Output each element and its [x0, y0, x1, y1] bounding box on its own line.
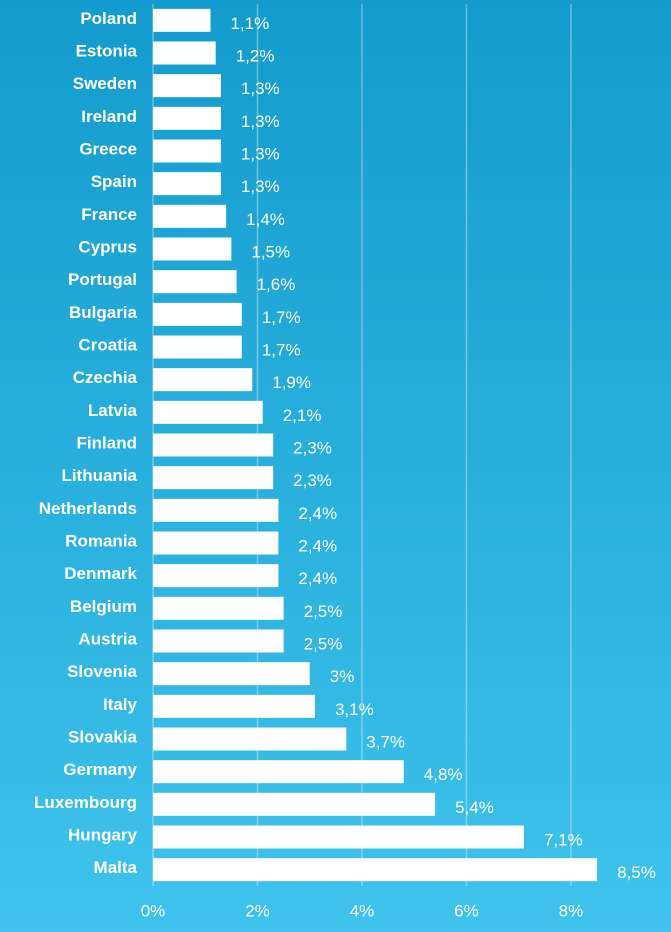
category-label: Portugal [68, 270, 137, 289]
category-label: Greece [79, 139, 137, 158]
bar [153, 106, 221, 130]
value-label: 5,4% [455, 798, 494, 817]
category-label: Hungary [68, 825, 138, 844]
category-label: Belgium [70, 597, 137, 616]
bar [153, 302, 242, 326]
bar [153, 694, 315, 718]
value-label: 2,1% [283, 406, 322, 425]
value-label: 2,3% [293, 438, 332, 457]
bar [153, 237, 232, 261]
value-label: 1,1% [230, 14, 269, 33]
bar [153, 792, 436, 816]
value-label: 1,3% [241, 79, 280, 98]
x-tick-label: 4% [350, 901, 375, 920]
value-label: 1,2% [236, 46, 275, 65]
category-label: Romania [65, 531, 137, 550]
category-label: Sweden [73, 74, 137, 93]
bar [153, 172, 221, 196]
bar [153, 139, 221, 163]
bar [153, 335, 242, 359]
bar [153, 727, 347, 751]
value-label: 2,4% [298, 536, 337, 555]
bar [153, 41, 216, 65]
value-label: 8,5% [617, 863, 656, 882]
value-label: 1,6% [257, 275, 296, 294]
x-tick-label: 8% [559, 901, 584, 920]
category-label: Poland [80, 9, 137, 28]
category-label: France [81, 205, 137, 224]
value-label: 4,8% [424, 765, 463, 784]
bar [153, 760, 404, 784]
bar [153, 8, 211, 32]
value-label: 1,7% [262, 308, 301, 327]
value-label: 1,3% [241, 177, 280, 196]
bar [153, 498, 279, 522]
value-label: 1,9% [272, 373, 311, 392]
bar [153, 531, 279, 555]
value-label: 1,3% [241, 112, 280, 131]
value-label: 2,3% [293, 471, 332, 490]
value-label: 3,1% [335, 700, 374, 719]
value-label: 2,4% [298, 569, 337, 588]
bar [153, 629, 284, 653]
value-label: 7,1% [544, 830, 583, 849]
value-label: 1,7% [262, 340, 301, 359]
category-label: Bulgaria [69, 303, 138, 322]
bar [153, 858, 598, 882]
category-label: Finland [77, 433, 137, 452]
value-label: 1,5% [251, 242, 290, 261]
bar [153, 270, 237, 294]
category-label: Lithuania [61, 466, 137, 485]
x-tick-label: 0% [141, 901, 166, 920]
value-label: 2,4% [298, 504, 337, 523]
category-label: Latvia [88, 401, 138, 420]
bar [153, 368, 253, 392]
category-label: Czechia [73, 368, 138, 387]
value-label: 1,4% [246, 210, 285, 229]
value-label: 3% [330, 667, 355, 686]
category-label: Germany [63, 760, 137, 779]
category-label: Malta [94, 858, 138, 877]
x-tick-label: 6% [454, 901, 479, 920]
category-label: Slovenia [67, 662, 137, 681]
category-label: Netherlands [39, 499, 137, 518]
value-label: 3,7% [366, 732, 405, 751]
bar [153, 825, 524, 849]
bar [153, 74, 221, 98]
bar [153, 564, 279, 588]
category-label: Cyprus [78, 237, 137, 256]
category-label: Estonia [76, 41, 138, 60]
category-label: Slovakia [68, 727, 138, 746]
category-label: Austria [78, 629, 137, 648]
bar [153, 466, 274, 490]
category-label: Spain [91, 172, 137, 191]
category-label: Denmark [64, 564, 137, 583]
bar [153, 662, 310, 686]
value-label: 1,3% [241, 144, 280, 163]
category-label: Croatia [78, 335, 137, 354]
bars [153, 8, 598, 882]
value-label: 2,5% [304, 634, 343, 653]
value-label: 2,5% [304, 602, 343, 621]
category-label: Italy [103, 695, 138, 714]
bar [153, 400, 263, 424]
bar [153, 596, 284, 620]
category-label: Luxembourg [34, 793, 137, 812]
category-label: Ireland [81, 107, 137, 126]
bar [153, 204, 227, 228]
x-tick-label: 2% [245, 901, 270, 920]
bar [153, 433, 274, 457]
